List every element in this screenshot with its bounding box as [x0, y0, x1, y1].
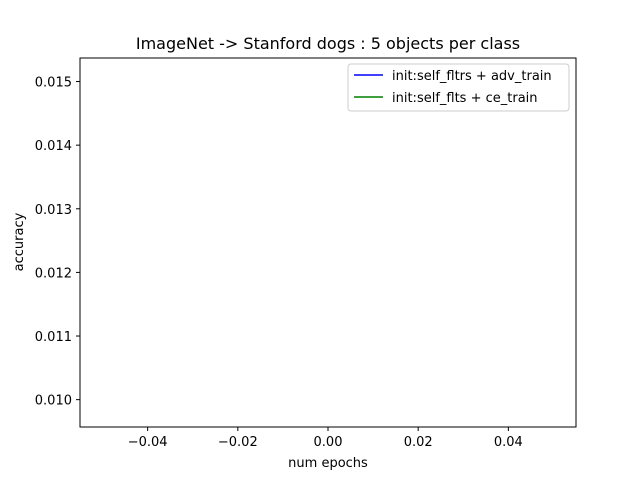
x-axis: −0.04 −0.02 0.00 0.02 0.04 — [128, 427, 523, 450]
y-axis: 0.010 0.011 0.012 0.013 0.014 0.015 — [35, 76, 80, 409]
y-tick-label: 0.011 — [35, 330, 72, 345]
x-tick-label: −0.04 — [128, 435, 168, 450]
y-tick-label: 0.013 — [35, 203, 72, 218]
y-axis-label: accuracy — [12, 212, 27, 271]
x-axis-label: num epochs — [288, 456, 368, 471]
x-tick-label: 0.00 — [314, 435, 343, 450]
legend: init:self_fltrs + adv_train init:self_fl… — [347, 63, 570, 112]
legend-label-adv-train: init:self_fltrs + adv_train — [392, 69, 552, 84]
x-tick-label: 0.02 — [404, 435, 433, 450]
chart-title: ImageNet -> Stanford dogs : 5 objects pe… — [136, 34, 520, 53]
x-tick-label: −0.02 — [218, 435, 258, 450]
plot-area — [80, 58, 576, 427]
legend-box — [347, 63, 570, 112]
y-tick-label: 0.015 — [35, 76, 72, 91]
y-tick-label: 0.012 — [35, 266, 72, 281]
x-tick-label: 0.04 — [494, 435, 523, 450]
y-tick-label: 0.014 — [35, 139, 72, 154]
legend-label-ce-train: init:self_flts + ce_train — [392, 91, 538, 106]
y-tick-label: 0.010 — [35, 394, 72, 409]
